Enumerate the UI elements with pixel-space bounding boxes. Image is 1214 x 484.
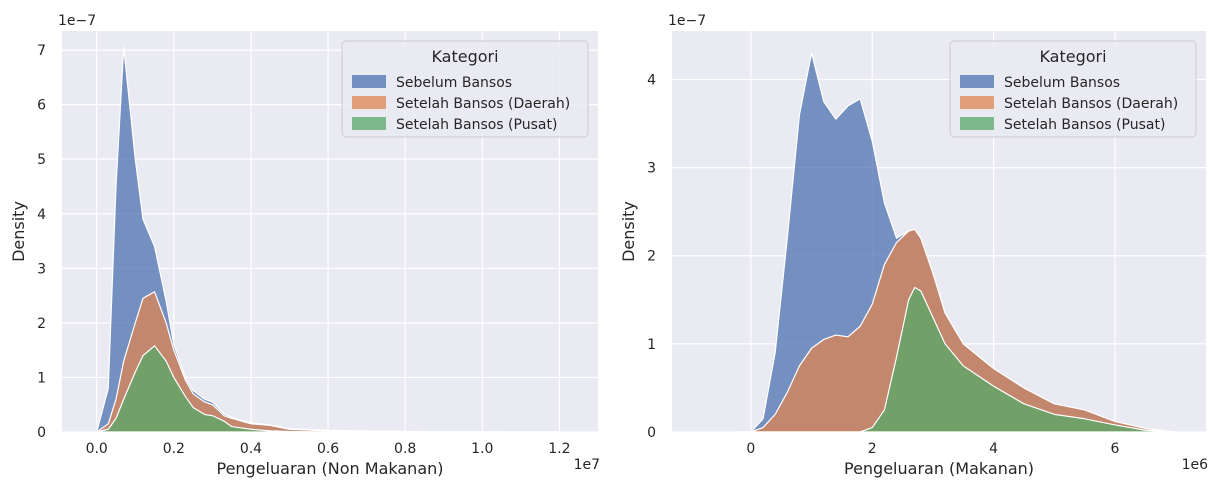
y-tick-label: 7 [37, 43, 46, 59]
y-tick-label: 1 [647, 337, 656, 353]
y-tick-label: 2 [37, 316, 46, 332]
legend-box [341, 40, 589, 138]
area-series-setelah-bansos-pusat [96, 345, 561, 432]
x-tick-label: 0.8 [394, 441, 416, 457]
legend: Kategori Sebelum Bansos Setelah Bansos (Da… [341, 40, 589, 138]
area-series-setelah-bansos-daerah [738, 228, 1177, 432]
y-tick-label: 4 [37, 207, 46, 223]
chart-panel-2: 0 2 4 6 0 1 2 3 4 1e−7 1e6 Pengeluaran (Makanan) Den… [619, 13, 1208, 478]
y-tick-label: 6 [37, 98, 46, 114]
x-axis-label: Pengeluaran (Makanan) [844, 459, 1034, 478]
legend-swatch [960, 96, 994, 109]
legend-swatch [960, 117, 994, 130]
legend-item-label: Setelah Bansos (Daerah) [396, 96, 570, 112]
legend-swatch [352, 96, 386, 109]
x-tick-label: 4 [989, 441, 998, 457]
y-tick-label: 2 [647, 249, 656, 265]
y-tick-label: 5 [37, 152, 46, 168]
x-tick-label: 0.6 [317, 441, 339, 457]
y-tick-label: 1 [37, 370, 46, 386]
legend-title: Kategori [431, 47, 498, 66]
x-offset-label: 1e6 [1182, 457, 1209, 473]
stacked-areas [738, 52, 1177, 432]
legend: Kategori Sebelum Bansos Setelah Bansos (Da… [949, 40, 1197, 138]
y-offset-label: 1e−7 [668, 13, 706, 29]
legend-item-label: Setelah Bansos (Pusat) [396, 117, 557, 133]
y-tick-label: 3 [37, 261, 46, 277]
x-tick-label: 0.4 [240, 441, 262, 457]
x-tick-label: 2 [868, 441, 877, 457]
x-tick-label: 6 [1111, 441, 1120, 457]
x-tick-label: 0.2 [163, 441, 185, 457]
y-axis-label: Density [619, 201, 638, 262]
y-tick-label: 0 [647, 425, 656, 441]
legend-swatch [352, 117, 386, 130]
x-offset-label: 1e7 [574, 457, 600, 473]
x-tick-label: 0.0 [86, 441, 108, 457]
y-tick-label: 4 [647, 72, 656, 88]
y-tick-label: 0 [37, 425, 46, 441]
x-axis-label: Pengeluaran (Non Makanan) [216, 459, 443, 478]
y-offset-label: 1e−7 [58, 13, 96, 29]
area-series-setelah-bansos-pusat [738, 286, 1177, 432]
stacked-areas [96, 46, 561, 432]
legend-title: Kategori [1039, 47, 1106, 66]
x-tick-label: 0 [746, 441, 755, 457]
x-tick-label: 1.0 [471, 441, 493, 457]
legend-item-label: Setelah Bansos (Daerah) [1004, 96, 1178, 112]
y-axis-label: Density [9, 201, 28, 262]
x-tick-label: 1.2 [548, 441, 570, 457]
legend-swatch [960, 75, 994, 88]
chart-panel-1: 0.0 0.2 0.4 0.6 0.8 1.0 1.2 0 1 2 3 4 5 6 7 1e−7 1e7 Peng… [9, 13, 600, 478]
legend-item-label: Sebelum Bansos [396, 75, 512, 91]
y-tick-label: 3 [647, 161, 656, 177]
legend-item-label: Sebelum Bansos [1004, 75, 1120, 91]
legend-box [949, 40, 1197, 138]
legend-item-label: Setelah Bansos (Pusat) [1004, 117, 1165, 133]
legend-swatch [352, 75, 386, 88]
